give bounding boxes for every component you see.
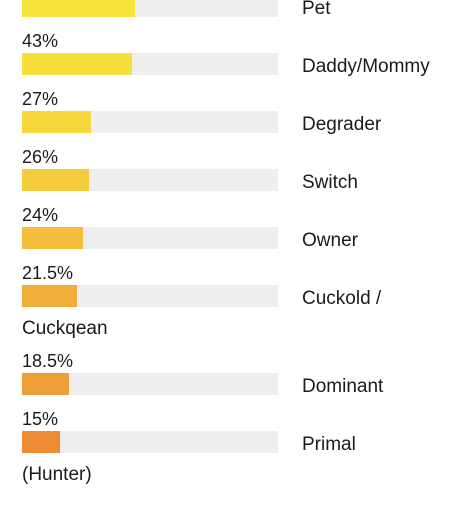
value-label: 24% — [22, 205, 59, 225]
bar-row: Switch — [0, 168, 462, 198]
value-label: 18.5% — [22, 351, 74, 371]
value-label: 26% — [22, 147, 59, 167]
bar-row: Primal (Hunter) — [0, 430, 462, 490]
bar-row: Cuckold / Cuckqean — [0, 284, 462, 344]
value-label: 27% — [22, 89, 59, 109]
bar-item: 43% Daddy/Mommy — [22, 30, 462, 82]
bar-row: Dominant — [0, 372, 462, 402]
bar-list: Pet 43% Daddy/Mommy 27% Degrader 26% Switch 24%… — [22, 0, 462, 490]
category-label: Dominant — [302, 376, 384, 397]
category-label: Degrader — [302, 114, 382, 135]
bar-item: 26% Switch — [22, 146, 462, 198]
bar-track — [22, 0, 278, 17]
category-label: Pet — [302, 0, 331, 19]
bar — [22, 431, 61, 453]
bar-track — [22, 53, 278, 75]
bar — [22, 111, 92, 133]
bar-item: Pet — [22, 0, 462, 24]
bar — [22, 169, 89, 191]
category-label: Primal (Hunter) — [22, 434, 356, 485]
bar — [22, 53, 133, 75]
bar-row: Daddy/Mommy — [0, 52, 462, 82]
category-label: Switch — [302, 172, 358, 193]
category-label: Cuckold / Cuckqean — [22, 288, 382, 339]
value-label: 43% — [22, 31, 59, 51]
bar-track — [22, 373, 278, 395]
bar-track — [22, 285, 278, 307]
value-label: 15% — [22, 409, 59, 429]
category-label: Daddy/Mommy — [302, 56, 430, 77]
bar — [22, 373, 70, 395]
bar-row: Owner — [0, 226, 462, 256]
bar-item: 18.5% Dominant — [22, 350, 462, 402]
bar-row: Degrader — [0, 110, 462, 140]
bar-item: 27% Degrader — [22, 88, 462, 140]
bar-track — [22, 227, 278, 249]
bar-item: 15% Primal (Hunter) — [22, 408, 462, 490]
bar — [22, 0, 135, 17]
bar — [22, 227, 84, 249]
category-label: Owner — [302, 230, 358, 251]
bar-track — [22, 111, 278, 133]
bar-item: 21.5% Cuckold / Cuckqean — [22, 262, 462, 344]
value-label: 21.5% — [22, 263, 74, 283]
bar-track — [22, 169, 278, 191]
bar-row: Pet — [0, 0, 462, 24]
bar-item: 24% Owner — [22, 204, 462, 256]
bar-track — [22, 431, 278, 453]
bar — [22, 285, 78, 307]
